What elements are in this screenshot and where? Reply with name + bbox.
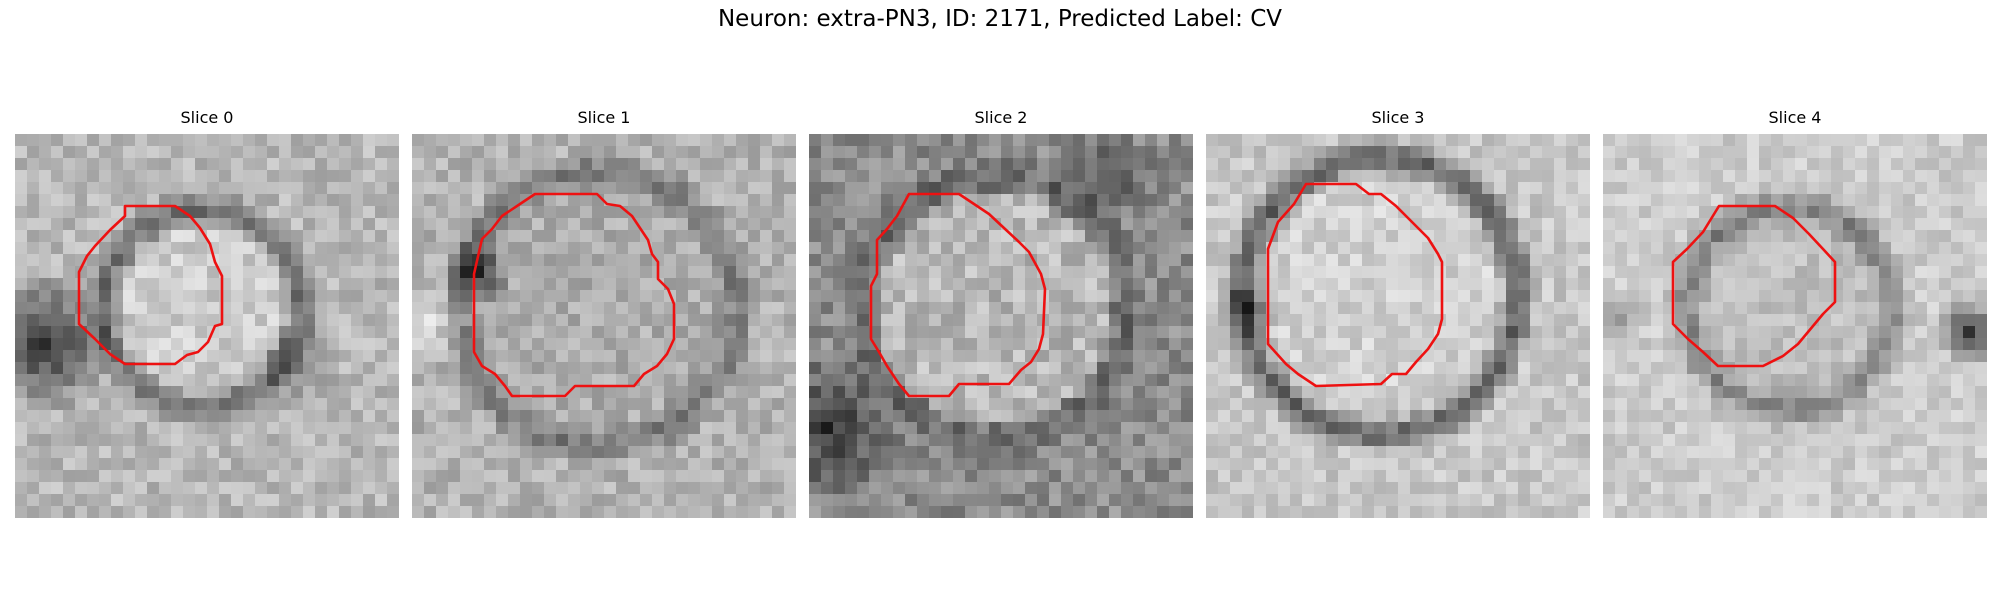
segmentation-contour (77, 204, 224, 366)
slice-image (1603, 134, 1987, 518)
slice-panel-3: Slice 3 (1206, 108, 1590, 518)
slice-image (1206, 134, 1590, 518)
slice-title: Slice 3 (1371, 108, 1425, 127)
slice-image (15, 134, 399, 518)
slice-image (809, 134, 1193, 518)
slice-title: Slice 1 (577, 108, 631, 127)
slice-title: Slice 2 (974, 108, 1028, 127)
figure-title: Neuron: extra-PN3, ID: 2171, Predicted L… (717, 6, 1283, 32)
slice-panel-2: Slice 2 (809, 108, 1193, 518)
slice-image (412, 134, 796, 518)
segmentation-contour (869, 192, 1047, 398)
segmentation-contour (1671, 204, 1837, 368)
slice-title: Slice 0 (180, 108, 234, 127)
segmentation-contour (472, 192, 676, 398)
slice-panel-1: Slice 1 (412, 108, 796, 518)
segmentation-contour (1266, 182, 1444, 388)
slice-panel-4: Slice 4 (1603, 108, 1987, 518)
slice-panel-0: Slice 0 (15, 108, 399, 518)
slice-title: Slice 4 (1768, 108, 1822, 127)
